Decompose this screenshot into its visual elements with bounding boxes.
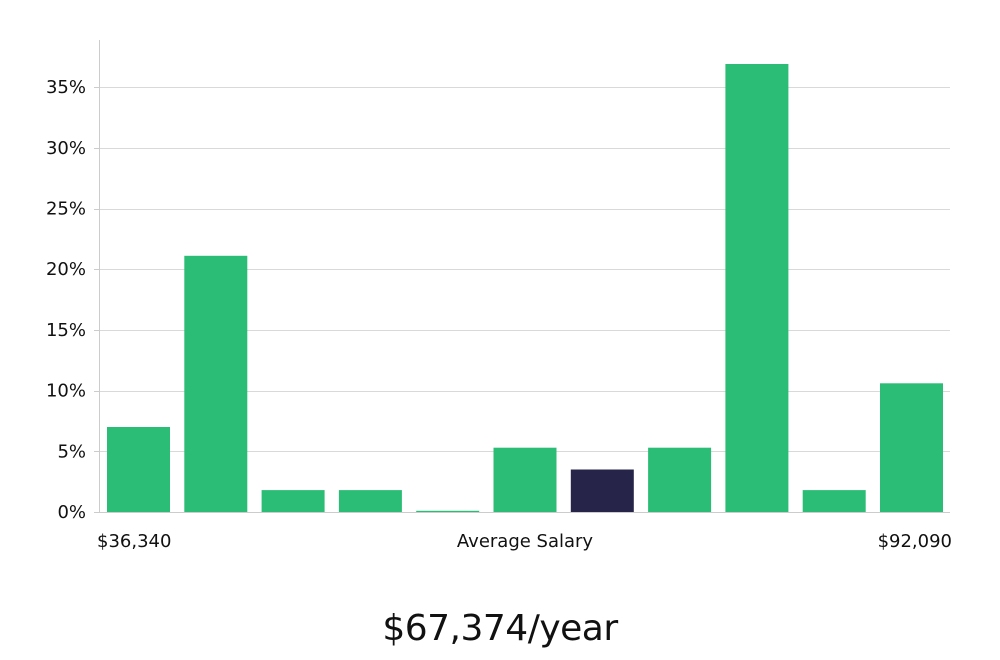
bar (493, 447, 557, 512)
bar (184, 255, 248, 513)
x-label-max: $92,090 (878, 531, 952, 552)
bars (107, 64, 943, 513)
y-tick-label: 10% (46, 381, 86, 402)
bar (338, 490, 402, 512)
y-tick-label: 35% (46, 77, 86, 98)
bar (880, 383, 943, 512)
bar (261, 490, 325, 512)
y-tick-label: 20% (46, 259, 86, 280)
salary-distribution-chart: 0% 5% 10% 15% 20% 25% 30% 35% $36,340 Average S… (46, 40, 952, 552)
bar-highlighted (570, 469, 634, 512)
y-tick-label: 15% (46, 320, 86, 341)
y-tick-labels: 0% 5% 10% 15% 20% 25% 30% 35% (46, 77, 86, 523)
bar (802, 490, 866, 512)
y-tick-label: 5% (57, 441, 86, 462)
x-label-center: Average Salary (457, 531, 594, 552)
bar (107, 427, 170, 512)
bar (648, 447, 712, 512)
y-tick-label: 0% (57, 502, 86, 523)
bar (416, 510, 480, 512)
y-tick-label: 25% (46, 199, 86, 220)
average-salary-value: $67,374/year (382, 608, 618, 649)
y-tick-label: 30% (46, 138, 86, 159)
bar (725, 64, 789, 512)
x-label-min: $36,340 (97, 531, 171, 552)
